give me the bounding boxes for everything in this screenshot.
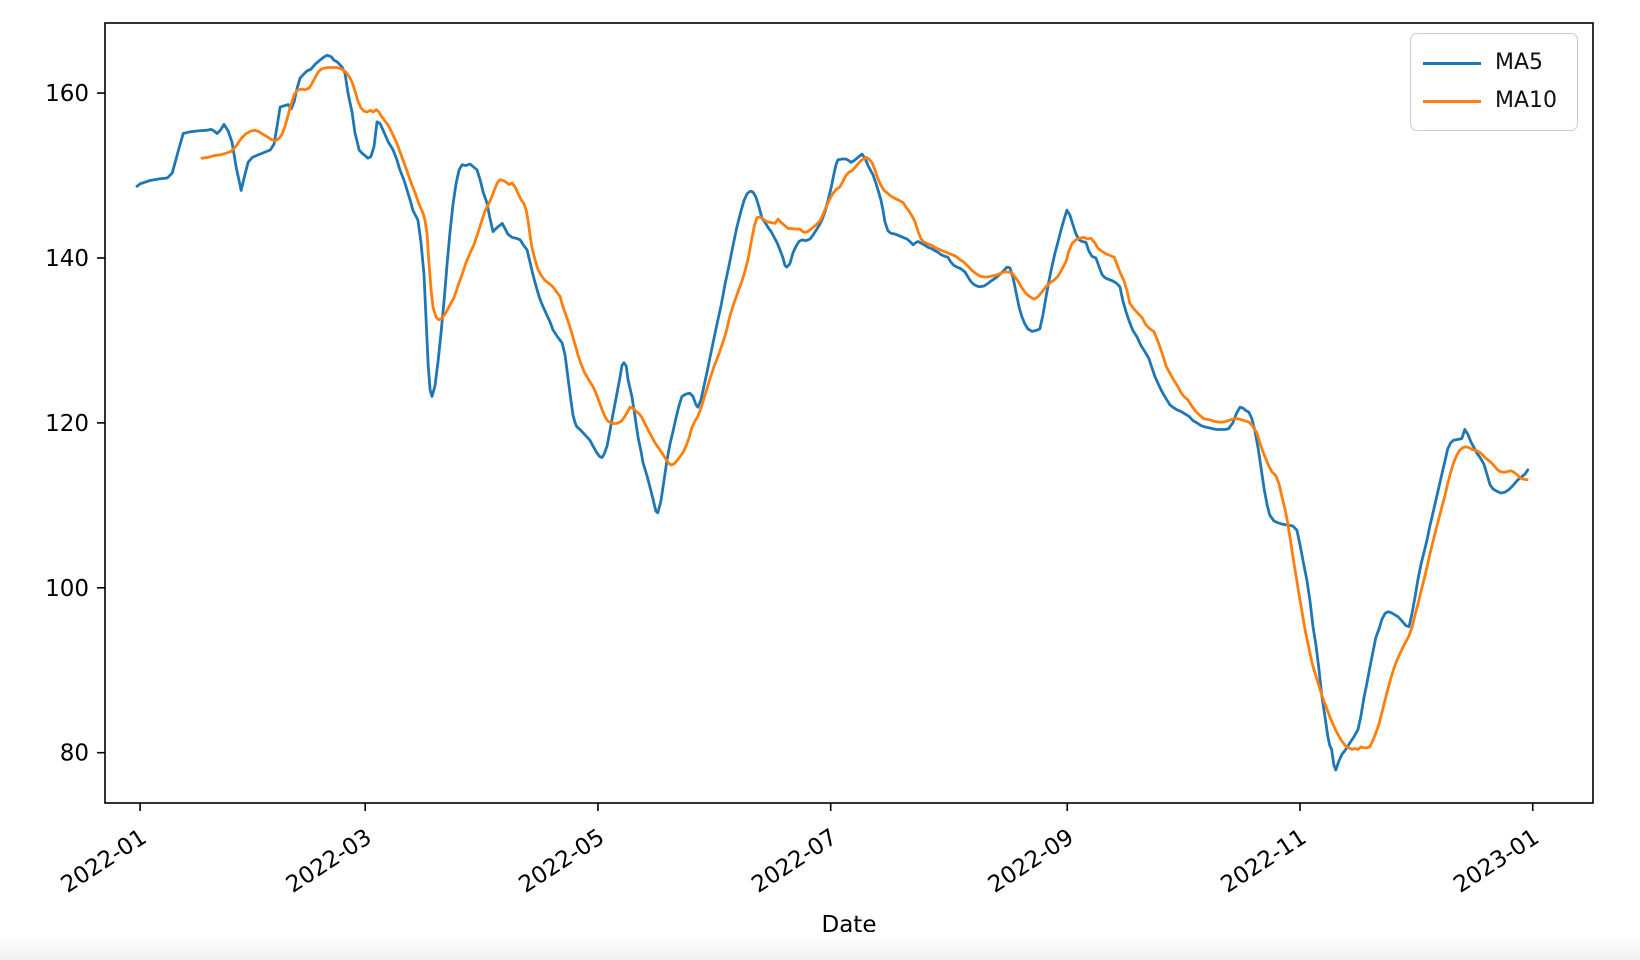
- y-tick-label: 160: [45, 81, 89, 107]
- legend-label: MA5: [1495, 50, 1544, 75]
- x-tick-label: 2022-01: [57, 824, 152, 898]
- x-tick-label: 2022-05: [514, 824, 609, 898]
- ma5-line: [135, 53, 1530, 772]
- y-tick-label: 120: [45, 411, 89, 437]
- legend-line-sample: [1423, 61, 1481, 65]
- legend: MA5 MA10: [1410, 33, 1578, 131]
- ma10-line: [200, 66, 1529, 751]
- y-tick-label: 100: [45, 576, 89, 602]
- page-bottom-gradient: [0, 932, 1640, 960]
- y-tick-label: 80: [60, 741, 89, 767]
- x-tick-label: 2023-01: [1449, 824, 1544, 898]
- legend-item-ma5: MA5: [1419, 44, 1577, 82]
- x-tick-label: 2022-09: [984, 824, 1079, 898]
- x-tick-label: 2022-11: [1216, 824, 1311, 898]
- y-tick-label: 140: [45, 246, 89, 272]
- axes-frame: [104, 22, 1594, 804]
- legend-line-sample: [1423, 99, 1481, 103]
- line-chart-canvas: 80 100 120 140 160 2022-01 2022-03 2022-05 2022-…: [45, 22, 1594, 898]
- legend-label: MA10: [1495, 88, 1558, 113]
- x-tick-label: 2022-07: [747, 824, 842, 898]
- legend-item-ma10: MA10: [1419, 82, 1577, 120]
- x-tick-label: 2022-03: [282, 824, 377, 898]
